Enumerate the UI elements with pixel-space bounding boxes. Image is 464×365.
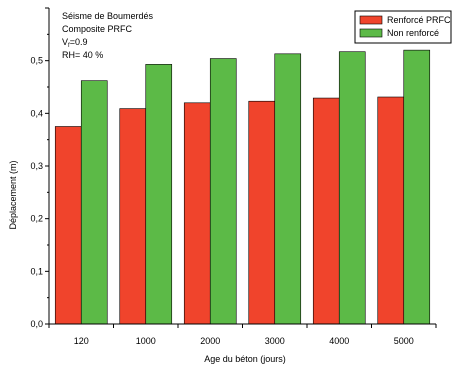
legend-label-renforce: Renforcé PRFC: [387, 15, 451, 25]
y-tick-label: 0,0: [30, 319, 43, 329]
y-axis-title: Déplacement (m): [8, 160, 18, 229]
legend: Renforcé PRFC Non renforcé: [354, 10, 452, 44]
axes-layer: 0,0 0,1 0,2 0,3 0,4 0,5 120 1000 2000 3000 4000 500…: [30, 7, 437, 346]
x-tick-label: 4000: [329, 336, 349, 346]
x-tick-label: 2000: [200, 336, 220, 346]
bar-renforce-120: [54, 126, 82, 325]
bar-non-renforce-2000: [209, 58, 237, 325]
bar-non-renforce-120: [80, 80, 108, 325]
bar-non-renforce-4000: [338, 51, 366, 325]
bar-renforce-5000: [377, 96, 405, 325]
bar-renforce-3000: [248, 100, 276, 325]
bar-renforce-4000: [312, 97, 340, 325]
legend-swatch-non-renforce: [359, 28, 383, 38]
y-tick-label: 0,4: [30, 108, 43, 118]
x-tick-label: 3000: [265, 336, 285, 346]
bar-non-renforce-3000: [274, 53, 302, 325]
x-axis-title: Age du béton (jours): [204, 354, 286, 364]
x-tick-label: 5000: [394, 336, 414, 346]
annotation-composite: Composite PRFC: [62, 24, 133, 34]
bars-layer: [54, 49, 431, 325]
annotation-vf: Vf=0.9: [62, 37, 87, 49]
y-tick-label: 0,2: [30, 214, 43, 224]
bar-non-renforce-1000: [145, 64, 173, 325]
y-tick-label: 0,1: [30, 266, 43, 276]
x-tick-label: 1000: [136, 336, 156, 346]
bar-renforce-1000: [119, 108, 147, 325]
legend-swatch-renforce: [359, 15, 383, 25]
y-tick-label: 0,5: [30, 56, 43, 66]
legend-label-non-renforce: Non renforcé: [387, 28, 439, 38]
annotation-earthquake: Séisme de Boumerdés: [62, 11, 154, 21]
y-tick-label: 0,3: [30, 161, 43, 171]
bar-non-renforce-5000: [403, 49, 431, 325]
x-tick-label: 120: [74, 336, 89, 346]
bar-renforce-2000: [183, 102, 211, 325]
annotation-rh: RH= 40 %: [62, 50, 103, 60]
